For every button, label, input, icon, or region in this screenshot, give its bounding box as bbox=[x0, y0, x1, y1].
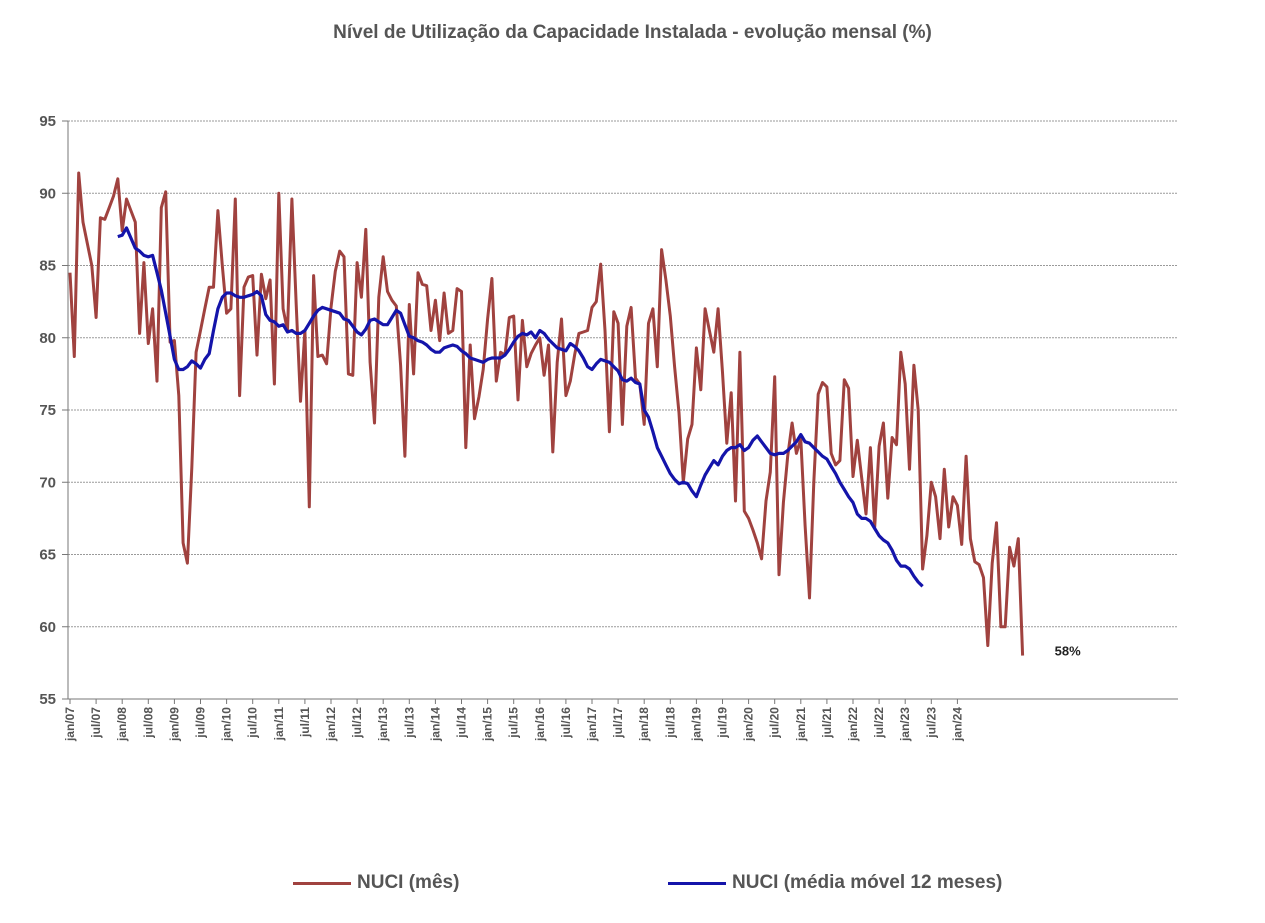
x-tick-label: jul/08 bbox=[141, 707, 155, 739]
y-tick-label-95: 95 bbox=[39, 113, 56, 130]
x-tick-label: jul/14 bbox=[455, 707, 469, 739]
x-tick-label: jan/09 bbox=[167, 707, 181, 742]
x-tick-label: jan/17 bbox=[585, 707, 599, 742]
x-tick-label: jan/11 bbox=[272, 707, 286, 742]
x-tick-label: jul/20 bbox=[768, 707, 782, 739]
y-axis-ticks: 95 90 85 80 75 70 65 60 55 bbox=[39, 113, 68, 708]
x-tick-label: jul/23 bbox=[924, 707, 938, 739]
x-tick-label: jul/07 bbox=[89, 707, 103, 739]
x-tick-label: jul/22 bbox=[872, 707, 886, 739]
annotations: 58% bbox=[1055, 644, 1081, 659]
x-tick-label: jan/10 bbox=[220, 707, 234, 742]
x-tick-label: jul/15 bbox=[507, 707, 521, 739]
x-tick-label: jan/21 bbox=[794, 707, 808, 742]
end-value-label: 58% bbox=[1055, 644, 1081, 659]
y-tick-label-90: 90 bbox=[39, 185, 56, 202]
x-tick-label: jul/11 bbox=[298, 707, 312, 738]
series-line-0 bbox=[68, 171, 1025, 656]
x-tick-label: jul/09 bbox=[194, 707, 208, 739]
x-tick-label: jan/22 bbox=[846, 707, 860, 742]
x-tick-label: jan/16 bbox=[533, 707, 547, 742]
series-lines bbox=[68, 171, 1025, 656]
y-tick-label-85: 85 bbox=[39, 258, 56, 275]
x-tick-label: jan/23 bbox=[898, 707, 912, 742]
x-tick-label: jul/10 bbox=[246, 707, 260, 739]
legend-item-moving-average: NUCI (média móvel 12 meses) bbox=[668, 872, 1002, 894]
x-tick-label: jan/24 bbox=[950, 707, 964, 742]
x-tick-label: jan/14 bbox=[428, 707, 442, 742]
y-tick-label-65: 65 bbox=[39, 547, 56, 564]
y-tick-label-60: 60 bbox=[39, 619, 56, 636]
y-tick-label-80: 80 bbox=[39, 330, 56, 347]
x-tick-label: jul/17 bbox=[611, 707, 625, 739]
x-tick-label: jan/19 bbox=[689, 707, 703, 742]
legend-item-monthly: NUCI (mês) bbox=[293, 872, 459, 894]
x-tick-label: jan/18 bbox=[637, 707, 651, 742]
x-tick-label: jul/19 bbox=[716, 707, 730, 739]
x-tick-label: jan/20 bbox=[742, 707, 756, 742]
x-tick-label: jul/18 bbox=[663, 707, 677, 739]
legend-swatch-monthly bbox=[293, 881, 351, 885]
x-tick-label: jan/15 bbox=[481, 707, 495, 742]
legend-label-moving-average: NUCI (média móvel 12 meses) bbox=[732, 872, 1003, 893]
x-tick-label: jul/16 bbox=[559, 707, 573, 739]
y-tick-label-55: 55 bbox=[39, 691, 56, 708]
y-tick-label-75: 75 bbox=[39, 402, 56, 419]
series-line-1 bbox=[117, 226, 924, 588]
x-tick-label: jul/13 bbox=[402, 707, 416, 739]
x-axis-ticks: jan/07 jul/07 jan/08 jul/08 jan/09 jul/09 jan/… bbox=[63, 699, 964, 742]
legend-label-monthly: NUCI (mês) bbox=[357, 872, 460, 893]
x-tick-label: jan/07 bbox=[63, 707, 77, 742]
x-tick-label: jan/08 bbox=[115, 707, 129, 742]
x-tick-label: jul/21 bbox=[820, 707, 834, 739]
chart-title: Nível de Utilização da Capacidade Instal… bbox=[333, 22, 932, 43]
y-tick-label-70: 70 bbox=[39, 474, 56, 491]
legend-swatch-moving-average bbox=[668, 881, 726, 885]
x-tick-label: jan/12 bbox=[324, 707, 338, 742]
x-tick-label: jul/12 bbox=[350, 707, 364, 739]
x-tick-label: jan/13 bbox=[376, 707, 390, 742]
